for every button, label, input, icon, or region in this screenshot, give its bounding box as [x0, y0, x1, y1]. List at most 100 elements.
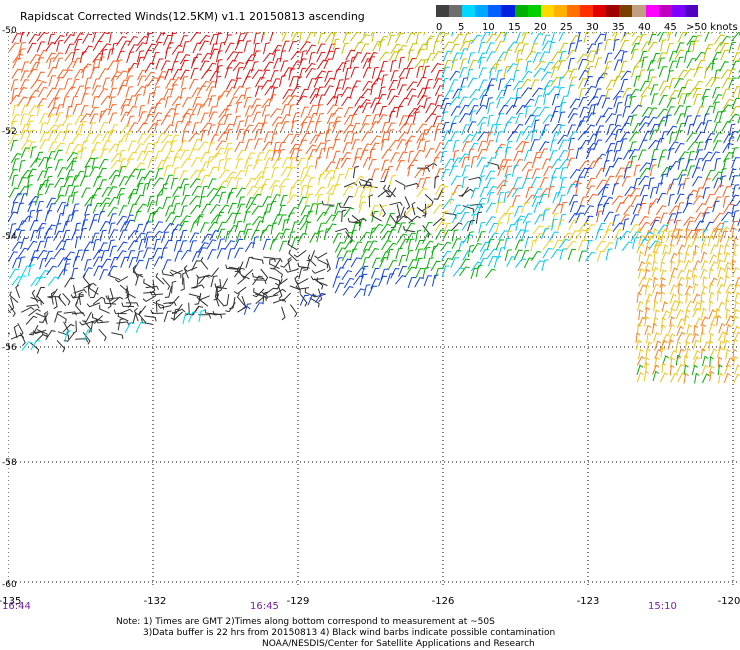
wind-barb	[217, 131, 229, 142]
wind-barb	[173, 103, 181, 116]
wind-barb	[686, 57, 697, 69]
wind-barb	[18, 159, 26, 172]
wind-barb	[17, 220, 27, 232]
wind-barb	[272, 298, 287, 304]
wind-barb	[652, 276, 658, 288]
wind-barb	[209, 230, 220, 241]
wind-barb	[584, 60, 594, 72]
wind-barb	[125, 302, 139, 307]
wind-barb	[660, 261, 665, 272]
wind-barb	[485, 216, 496, 227]
wind-barb	[215, 123, 224, 135]
footnotes: Note: 1) Times are GMT 2)Times along bot…	[0, 617, 740, 650]
wind-barb	[179, 240, 188, 252]
wind-barb	[323, 85, 334, 96]
wind-barb	[157, 304, 172, 309]
wind-barb	[304, 221, 312, 234]
wind-barb	[180, 194, 190, 206]
wind-barb	[19, 79, 30, 90]
wind-barb	[701, 373, 710, 384]
wind-barb	[137, 75, 146, 87]
wind-barb	[341, 258, 352, 269]
wind-barb	[271, 44, 283, 55]
wind-barb	[398, 254, 407, 267]
wind-barb	[20, 124, 30, 136]
wind-barb	[486, 131, 494, 144]
wind-barb	[252, 288, 265, 298]
wind-barb	[254, 176, 265, 187]
wind-barb	[557, 134, 569, 145]
wind-barb	[674, 193, 685, 205]
wind-barb	[577, 239, 587, 251]
wind-barb	[532, 188, 543, 199]
wind-barb	[92, 187, 102, 199]
wind-barb	[638, 122, 650, 132]
wind-barb	[280, 104, 290, 116]
wind-barb	[228, 266, 241, 274]
wind-barb	[416, 178, 425, 190]
wind-barb	[450, 106, 461, 117]
wind-barb	[416, 43, 428, 54]
wind-barb	[192, 42, 202, 54]
wind-barb	[700, 316, 709, 327]
wind-barb	[727, 137, 735, 150]
wind-barb	[15, 284, 21, 299]
wind-barb	[388, 95, 399, 106]
wind-barb	[183, 265, 189, 279]
wind-barb	[174, 120, 182, 133]
wind-barb	[62, 115, 73, 126]
wind-barb	[615, 70, 626, 82]
wind-barb	[631, 35, 643, 46]
wind-barb	[670, 357, 675, 368]
wind-barb	[332, 168, 340, 180]
wind-barb	[637, 202, 647, 214]
wind-barb	[109, 271, 121, 281]
wind-barb	[382, 184, 391, 198]
wind-barb	[639, 167, 651, 178]
wind-barb	[654, 309, 660, 321]
lat-label-56: -56	[2, 343, 17, 353]
wind-barb	[344, 67, 352, 80]
wind-barb	[731, 147, 739, 159]
wind-barb	[107, 206, 118, 217]
wind-barb	[460, 77, 468, 89]
wind-barb	[732, 236, 739, 248]
wind-barb	[188, 113, 195, 126]
wind-barb	[653, 237, 663, 248]
wind-barb	[117, 318, 125, 331]
wind-barb	[434, 32, 444, 43]
wind-barb	[708, 340, 714, 351]
wind-barb	[137, 35, 149, 46]
wind-barb	[65, 32, 68, 37]
wind-barb	[666, 97, 676, 109]
wind-barb	[737, 217, 740, 226]
wind-barb	[108, 96, 116, 109]
wind-barb	[341, 96, 352, 107]
wind-barb	[530, 139, 539, 151]
wind-barb	[46, 197, 56, 209]
wind-barb	[376, 114, 388, 125]
wind-barb	[560, 176, 567, 190]
wind-barb	[718, 244, 724, 256]
wind-barb	[633, 75, 641, 88]
wind-barb	[699, 268, 708, 279]
wind-barb	[405, 32, 415, 44]
wind-barb	[542, 225, 553, 236]
wind-barb	[169, 269, 183, 276]
wind-barb	[533, 33, 543, 44]
wind-barb	[92, 313, 104, 322]
wind-barb	[440, 150, 448, 163]
wind-barb	[233, 238, 244, 250]
wind-barb	[551, 51, 562, 62]
wind-barb	[630, 214, 639, 226]
wind-barb	[396, 139, 407, 150]
wind-barb	[615, 167, 625, 178]
wind-barb	[306, 250, 316, 262]
wind-barb	[711, 51, 722, 63]
wind-barb	[645, 277, 653, 288]
wind-barb	[667, 32, 672, 42]
wind-barb	[694, 220, 705, 232]
wind-barb	[180, 277, 185, 292]
wind-barb	[515, 113, 524, 125]
wind-barb	[263, 149, 274, 161]
